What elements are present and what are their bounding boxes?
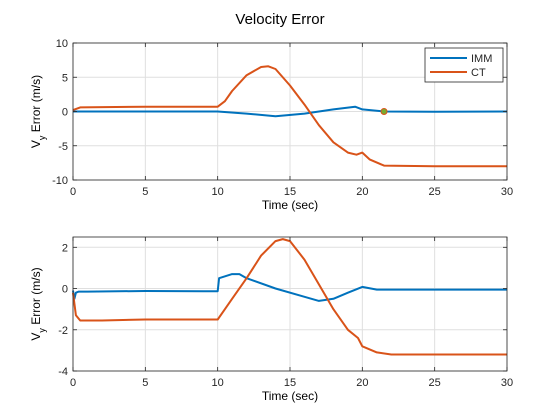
x-tick-label: 25	[429, 377, 441, 389]
data-marker	[380, 108, 388, 115]
x-tick-label: 0	[70, 186, 76, 198]
series-line-ct	[72, 65, 507, 168]
y-tick-label: 5	[62, 72, 68, 84]
y-tick-label: -5	[58, 141, 68, 153]
y-axis-label: Vy Error (m/s)	[29, 267, 47, 340]
x-axis-label: Time (sec)	[262, 389, 318, 403]
y-tick-label: 0	[62, 284, 68, 296]
x-tick-label: 30	[501, 377, 513, 389]
x-tick-label: 30	[501, 186, 513, 198]
x-tick-label: 5	[142, 186, 148, 198]
y-tick-label: -4	[58, 366, 68, 378]
x-axis-label: Time (sec)	[262, 198, 318, 212]
y-tick-label: 2	[62, 242, 68, 254]
legend: IMM CT	[424, 47, 504, 83]
series-line-imm	[73, 105, 508, 118]
y-tick-label: -10	[52, 175, 68, 187]
x-tick-label: 20	[356, 377, 368, 389]
x-tick-label: 15	[284, 377, 296, 389]
x-tick-label: 10	[212, 377, 224, 389]
x-tick-label: 20	[356, 186, 368, 198]
legend-label-ct: CT	[471, 67, 486, 79]
x-tick-label: 10	[212, 186, 224, 198]
y-tick-label: 0	[62, 107, 68, 119]
bottom-axes: 0 5 10 15 20 25 30 -4 -2 0 2 Time (sec) Vy Error (m/…	[29, 236, 513, 403]
x-tick-label: 5	[142, 377, 148, 389]
series-line-ct	[72, 238, 507, 356]
y-axis-label: Vy Error (m/s)	[29, 75, 47, 148]
legend-box	[424, 47, 504, 83]
y-tick-label: -2	[58, 325, 68, 337]
x-tick-label: 25	[429, 186, 441, 198]
x-tick-label: 0	[70, 377, 76, 389]
y-tick-label: 10	[56, 38, 68, 50]
series-line-imm	[72, 273, 507, 302]
top-axes: 0 5 10 15 20 25 30 -10 -5 0 5 10 Time (sec) Vy Error …	[29, 38, 513, 212]
x-tick-label: 15	[284, 186, 296, 198]
legend-label-imm: IMM	[471, 53, 492, 65]
figure-title: Velocity Error	[235, 11, 324, 28]
